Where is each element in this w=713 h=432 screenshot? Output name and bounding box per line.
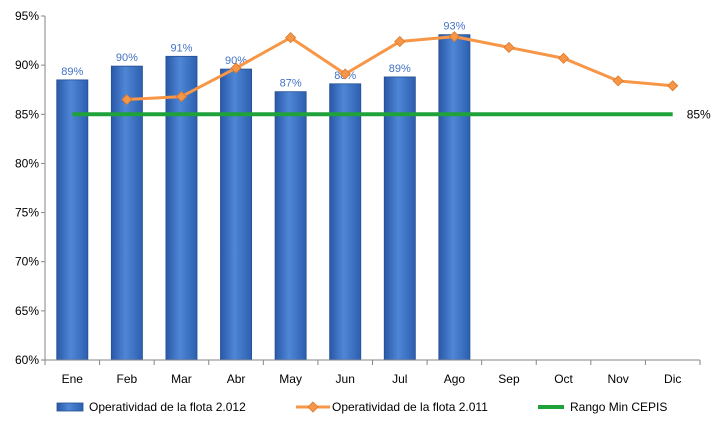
legend-swatch-marker [307,401,319,413]
x-tick-label: Ago [444,372,466,386]
line-marker [230,62,242,74]
x-tick-label: Abr [227,372,246,386]
bar-data-label: 91% [170,42,192,54]
line-marker [503,41,515,54]
y-tick-label: 95% [15,9,39,23]
reference-line-label: 85% [687,107,711,121]
x-tick-label: Mar [171,372,192,386]
bar [165,55,198,361]
x-tick-label: Sep [498,372,520,386]
axes [41,15,701,365]
x-tick-label: Nov [607,372,628,386]
bar-data-label: 93% [443,21,465,33]
bar-data-label: 89% [61,66,83,78]
legend-label: Operatividad de la flota 2.011 [332,400,488,414]
y-axis-labels: 60% 65% 70% 75% 80% 85% 90% 95% [15,9,39,367]
bar-data-label: 90% [116,52,138,64]
line-marker [339,68,351,80]
line-marker [285,32,297,44]
y-tick-label: 90% [15,58,39,72]
x-tick-label: Jun [336,372,355,386]
x-tick-label: Feb [117,372,138,386]
y-tick-label: 70% [15,255,39,269]
line-marker [448,31,460,43]
x-tick-label: May [279,372,302,386]
y-tick-label: 75% [15,206,39,220]
bar [383,76,416,361]
bar [110,65,143,361]
bar [274,91,307,361]
legend-swatch-bar [56,402,84,412]
line-marker [667,80,679,92]
bar [438,34,471,361]
legend: Operatividad de la flota 2.012 Operativid… [56,400,667,414]
x-axis-labels: Ene Feb Mar Abr May Jun Jul Ago Sep Oct Nov Dic [62,372,682,386]
line-marker [557,52,570,64]
y-tick-label: 65% [15,304,39,318]
line-marker [175,91,188,103]
line-series: 85% [72,31,711,121]
legend-label: Rango Min CEPIS [570,400,667,414]
legend-label: Operatividad de la flota 2.012 [89,400,246,414]
y-tick-label: 80% [15,156,39,170]
line-marker [394,35,406,48]
line-marker [612,75,624,87]
bar [329,83,362,361]
y-tick-label: 85% [15,107,39,121]
y-tick-label: 60% [15,353,39,367]
bar-data-label: 89% [389,63,411,75]
x-tick-label: Dic [664,372,681,386]
bar [56,79,89,361]
line-marker [121,93,133,106]
bar-data-label: 87% [280,78,302,90]
x-tick-label: Oct [554,372,573,386]
x-tick-label: Jul [392,372,407,386]
x-tick-label: Ene [62,372,84,386]
